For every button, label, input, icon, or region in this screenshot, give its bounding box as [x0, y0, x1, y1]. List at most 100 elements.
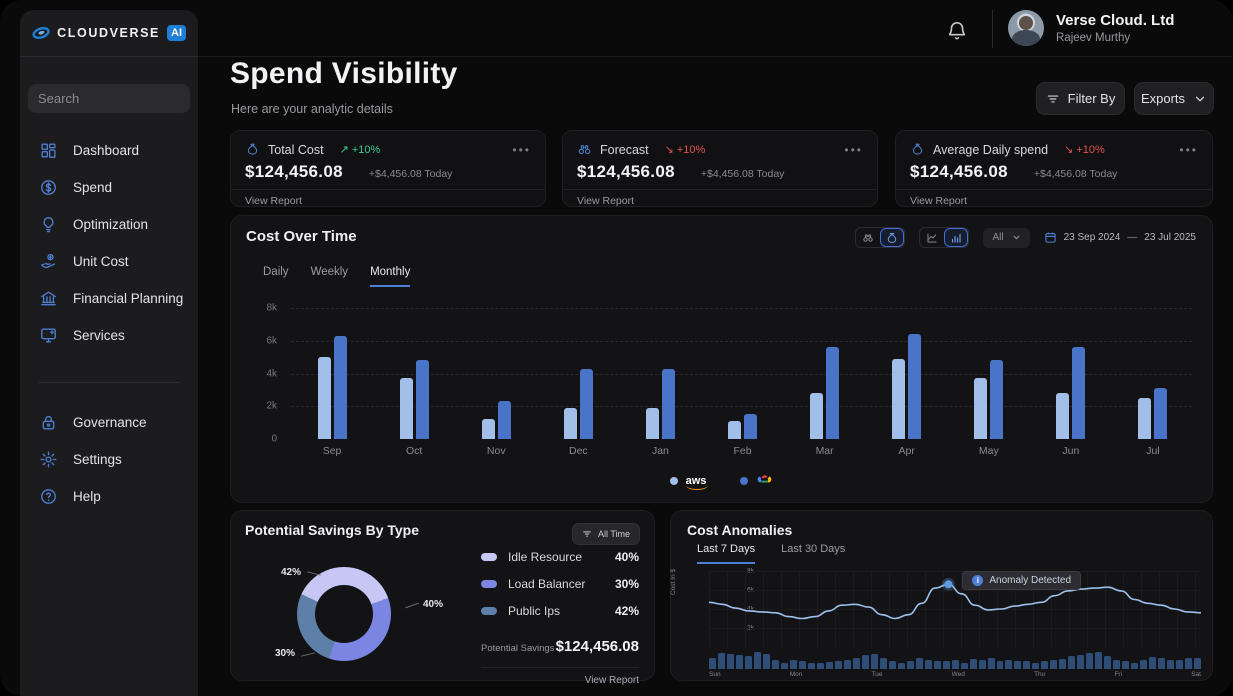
bar-group-jun[interactable]: Jun	[1030, 308, 1112, 457]
all-time-filter-button[interactable]: All Time	[571, 523, 640, 545]
sidebar-item-governance[interactable]: Governance	[20, 404, 198, 441]
legend-item-aws[interactable]: aws	[669, 475, 709, 490]
kpi-trend: ↗ +10%	[339, 143, 381, 157]
mini-bar	[1176, 660, 1184, 669]
bar-chart-toggle[interactable]	[944, 228, 969, 247]
tab-last-7-days[interactable]: Last 7 Days	[697, 543, 756, 564]
top-bar: Verse Cloud. Ltd Rajeev Murthy	[198, 0, 1233, 57]
potential-savings-panel: Potential Savings By Type All Time 42% 4…	[230, 510, 655, 686]
kpi-label: Average Daily spend	[933, 142, 1049, 157]
kpi-view-report-link[interactable]: View Report	[910, 195, 968, 207]
anomalies-x-tick: Thu	[1034, 671, 1046, 678]
mini-bar	[753, 651, 761, 669]
kpi-more-menu[interactable]: •••	[844, 142, 863, 157]
savings-legend-row[interactable]: Public Ips 42%	[481, 597, 639, 624]
kpi-values: $124,456.08 +$4,456.08 Today	[896, 157, 1212, 182]
sidebar-item-settings[interactable]: Settings	[20, 441, 198, 478]
chevron-down-icon	[1195, 96, 1205, 101]
spend-icon	[39, 178, 58, 197]
mini-bar	[1131, 663, 1139, 669]
mini-bar	[807, 662, 815, 669]
sidebar-item-help[interactable]: Help	[20, 478, 198, 515]
profile-menu[interactable]: Verse Cloud. Ltd Rajeev Murthy	[1008, 10, 1174, 46]
search-input[interactable]	[38, 91, 214, 106]
page-title: Spend Visibility	[230, 57, 458, 90]
bar-group-may[interactable]: May	[948, 308, 1030, 457]
potential-savings-total-value: $124,456.08	[555, 638, 639, 655]
anomaly-point[interactable]	[944, 580, 953, 589]
bar-group-jul[interactable]: Jul	[1112, 308, 1194, 457]
mini-bar	[1086, 652, 1094, 669]
filter-by-button[interactable]: Filter By	[1036, 82, 1125, 115]
aws-logo: aws	[685, 475, 709, 490]
bar-group-jan[interactable]: Jan	[619, 308, 701, 457]
savings-view-report-link[interactable]: View Report	[584, 675, 639, 686]
cost-anomalies-panel: Cost Anomalies Last 7 Days Last 30 Days C…	[670, 510, 1213, 681]
anomalies-x-tick: Mon	[789, 671, 803, 678]
mini-bar	[996, 661, 1004, 669]
bar-group-apr[interactable]: Apr	[866, 308, 948, 457]
anomaly-badge-label: Anomaly Detected	[989, 575, 1072, 587]
kpi-more-menu[interactable]: •••	[1179, 142, 1198, 157]
kpi-value: $124,456.08	[577, 162, 675, 181]
tab-weekly[interactable]: Weekly	[310, 266, 349, 278]
bar-group-feb[interactable]: Feb	[701, 308, 783, 457]
kpi-more-menu[interactable]: •••	[512, 142, 531, 157]
google-cloud-bar	[744, 414, 758, 439]
anomaly-detected-badge[interactable]: i Anomaly Detected	[962, 571, 1082, 591]
date-range-picker[interactable]: 23 Sep 2024 — 23 Jul 2025	[1044, 231, 1196, 244]
date-from: 23 Sep 2024	[1063, 232, 1121, 243]
gridline	[291, 373, 1192, 375]
mini-bar	[897, 662, 905, 669]
savings-donut-chart[interactable]	[297, 567, 391, 661]
search-box[interactable]	[28, 84, 235, 125]
sidebar-item-services[interactable]: Services	[20, 317, 198, 354]
sidebar-item-spend[interactable]: Spend	[20, 169, 198, 206]
savings-legend-row[interactable]: Idle Resource 40%	[481, 543, 639, 570]
x-axis-tick: Apr	[898, 445, 915, 457]
kpi-trend: ↘ +10%	[664, 143, 706, 157]
tab-monthly[interactable]: Monthly	[370, 266, 411, 287]
kpi-values: $124,456.08 +$4,456.08 Today	[563, 157, 877, 182]
tab-last-30-days[interactable]: Last 30 Days	[781, 543, 846, 555]
mini-bar	[1014, 660, 1022, 669]
mini-bar	[762, 654, 770, 669]
bar-group-mar[interactable]: Mar	[784, 308, 866, 457]
provider-select[interactable]: All	[983, 227, 1030, 248]
sidebar-item-financial-planning[interactable]: Financial Planning	[20, 280, 198, 317]
binoculars-toggle[interactable]	[856, 228, 880, 247]
kpi-values: $124,456.08 +$4,456.08 Today	[231, 157, 545, 182]
kpi-card-header: Forecast ↘ +10% •••	[563, 131, 877, 157]
sidebar-item-unit-cost[interactable]: Unit Cost	[20, 243, 198, 280]
bar-group-nov[interactable]: Nov	[455, 308, 537, 457]
mini-bar	[969, 659, 977, 669]
brand-logo[interactable]: CLOUDVERSE AI	[20, 10, 198, 57]
bar-group-sep[interactable]: Sep	[291, 308, 373, 457]
x-axis-tick: Oct	[405, 445, 423, 457]
kpi-view-report-link[interactable]: View Report	[577, 195, 635, 207]
notification-bell-icon[interactable]	[946, 20, 968, 42]
line-chart-toggle[interactable]	[920, 228, 944, 247]
x-axis-tick: Mar	[815, 445, 834, 457]
cost-anomalies-tabs: Last 7 Days Last 30 Days	[697, 543, 845, 564]
tab-daily[interactable]: Daily	[263, 266, 289, 278]
sidebar-item-optimization[interactable]: Optimization	[20, 206, 198, 243]
avatar[interactable]	[1008, 10, 1044, 46]
mini-bar	[709, 657, 716, 669]
savings-legend-row[interactable]: Load Balancer 30%	[481, 570, 639, 597]
bar-group-oct[interactable]: Oct	[373, 308, 455, 457]
ai-badge: AI	[167, 25, 186, 41]
google-cloud-bar	[908, 334, 922, 439]
money-bag-toggle[interactable]	[880, 228, 905, 247]
kpi-view-report-link[interactable]: View Report	[245, 195, 303, 207]
exports-button[interactable]: Exports	[1134, 82, 1214, 115]
sidebar-item-dashboard[interactable]: Dashboard	[20, 132, 198, 169]
info-icon: i	[972, 575, 984, 587]
legend-label: Idle Resource	[508, 549, 583, 564]
potential-savings-title: Potential Savings By Type	[245, 522, 420, 538]
aws-bar	[1138, 398, 1152, 439]
bar-group-dec[interactable]: Dec	[537, 308, 619, 457]
legend-item-google-cloud[interactable]	[740, 472, 773, 490]
kpi-value: $124,456.08	[245, 162, 343, 181]
filter-icon	[1047, 95, 1058, 102]
